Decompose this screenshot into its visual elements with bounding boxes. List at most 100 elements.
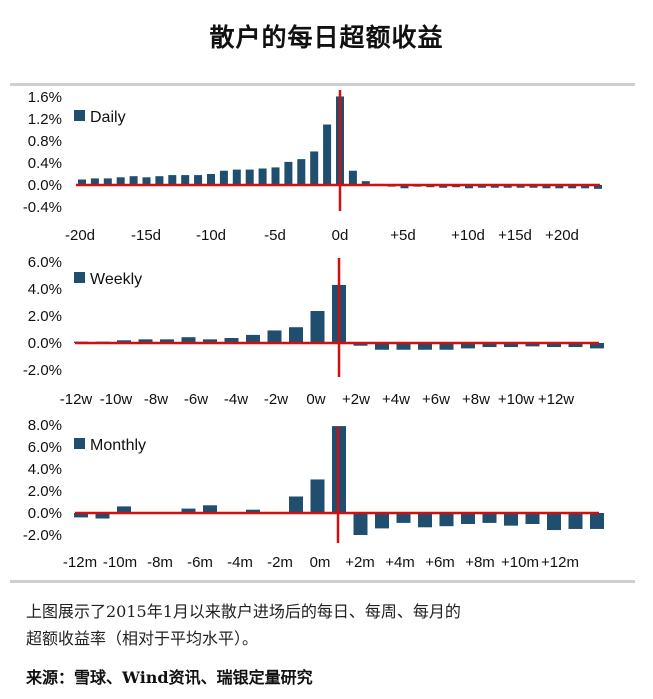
x-tick-label: -6m [187,554,213,571]
bar--13d [168,175,177,185]
y-tick-label: 1.6% [28,89,62,106]
bar--20d [78,179,86,185]
x-tick-label: +2m [345,554,375,571]
bar--12d [181,175,190,185]
x-tick-label: +2w [342,391,370,408]
bar-+6w [461,343,475,349]
y-tick-label: -2.0% [23,527,62,544]
y-tick-label: -2.0% [23,362,62,379]
bar-+4w [418,343,432,350]
bar--10d [207,174,215,185]
bar--5w [224,338,239,343]
y-tick-label: 1.2% [28,111,62,128]
bar--11m [95,513,110,519]
x-tick-label: +15d [498,227,532,244]
x-tick-label: +12w [538,391,574,408]
x-tick-label: +20d [545,227,579,244]
x-tick-label: -10m [103,554,137,571]
bar-+11w [568,343,583,348]
bar--4d [284,161,293,185]
bar-+5d [400,185,409,189]
bottom-divider [10,580,635,583]
bar-+18d [568,185,577,189]
x-tick-label: 0w [306,391,325,408]
bar--7d [245,169,254,185]
bar--8w [160,339,174,343]
y-tick-label: 0.0% [28,505,62,522]
x-tick-label: +12m [541,554,579,571]
legend-label: Monthly [90,437,146,454]
bar-+4m [418,513,432,528]
x-tick-label: -8w [144,391,168,408]
y-tick-label: 0.4% [28,155,62,172]
x-tick-label: -15d [131,227,161,244]
x-tick-label: +10w [498,391,534,408]
x-tick-label: +8m [465,554,495,571]
bar-+2w [375,343,389,350]
note-line-1: 上图展示了2015年1月以来散户进场后的每日、每周、每月的 [26,602,461,621]
x-tick-label: -10w [100,391,133,408]
x-tick-label: -12w [60,391,93,408]
bar-+9m [525,513,540,524]
bar--8d [232,169,241,185]
bar--17d [116,177,125,185]
top-divider [10,83,635,86]
x-tick-label: -10d [196,227,226,244]
bar--1d [323,124,332,185]
bar--6m [203,505,217,513]
y-tick-label: -0.4% [23,199,62,216]
x-tick-label: -12m [63,554,97,571]
bar-+12m [590,513,604,529]
bar-+1w [353,343,368,346]
bar-+14d [516,185,525,188]
bar--15d [142,177,151,185]
source-text: 来源：雪球、Wind资讯、瑞银定量研究 [26,668,313,687]
bar-+16d [542,185,551,189]
note-line-2: 超额收益率（相对于平均水平）。 [26,629,259,648]
x-tick-label: -2m [267,554,293,571]
x-tick-label: +4m [385,554,415,571]
bar-+17d [555,185,564,189]
bar-+10d [465,185,473,189]
legend-label: Weekly [90,271,142,288]
x-tick-label: -20d [65,227,95,244]
bar--19d [90,178,99,185]
y-tick-label: 0.8% [28,133,62,150]
legend-swatch [74,110,85,121]
bar-+5m [439,513,454,527]
bar--14d [155,176,164,185]
bar--4w [246,334,260,343]
x-tick-label: +8w [462,391,490,408]
bar-+20d [594,185,602,189]
y-tick-label: 4.0% [28,461,62,478]
y-tick-label: 2.0% [28,308,62,325]
bar-+8d [439,185,448,188]
bar-+2d [361,181,370,185]
x-tick-label: +10d [451,227,485,244]
bar-+11m [568,513,583,529]
bar-+10w [547,343,561,348]
x-tick-label: -4w [224,391,248,408]
bar--7w [181,337,196,343]
bar--10m [117,506,131,513]
y-tick-label: 2.0% [28,483,62,500]
x-tick-label: +10m [501,554,539,571]
y-tick-label: 6.0% [28,254,62,271]
x-tick-label: -8m [147,554,173,571]
bar--11d [194,175,203,185]
x-tick-label: -4m [227,554,253,571]
bar--6d [258,168,267,185]
bar--2d [310,151,319,185]
bar--1m [310,479,325,513]
bar--12m [74,513,88,518]
bar-+15d [529,185,538,188]
y-tick-label: 4.0% [28,281,62,298]
bar--18d [103,178,112,185]
bar--10w [117,340,131,343]
bar--2w [289,327,303,343]
y-tick-label: 8.0% [28,417,62,434]
x-tick-label: -6w [184,391,208,408]
bar-+10m [547,513,561,531]
bar-+8m [504,513,518,526]
x-tick-label: +6w [422,391,450,408]
